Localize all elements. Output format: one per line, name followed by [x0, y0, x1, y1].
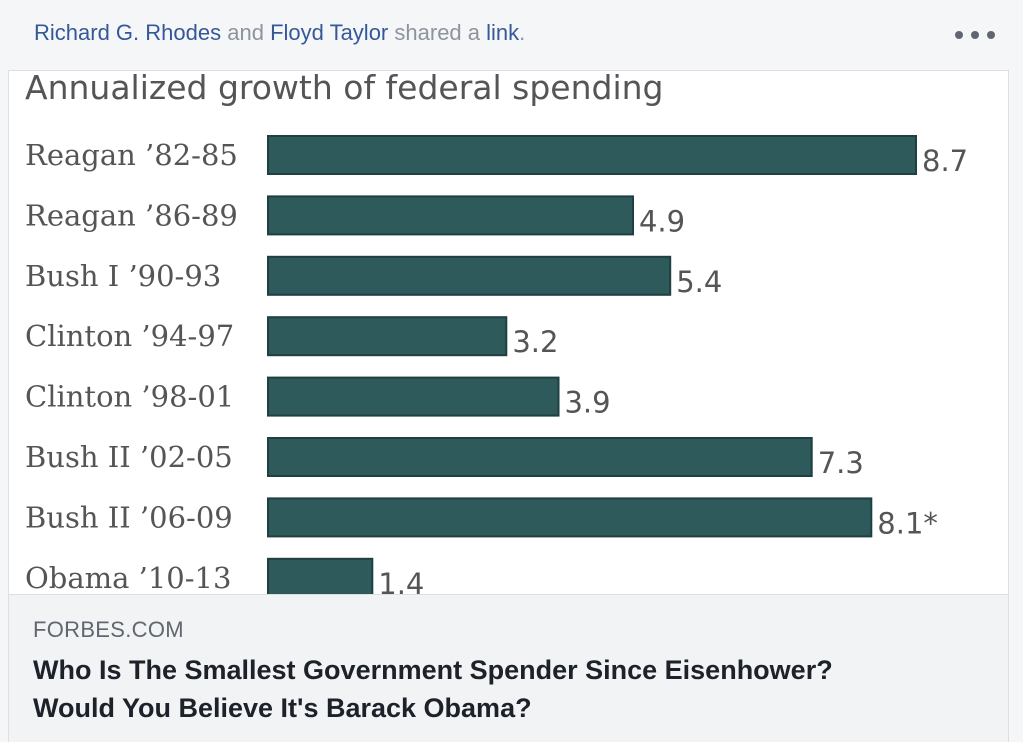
bar — [267, 316, 508, 357]
category-label: Obama ’10-13 — [25, 561, 231, 594]
post-attribution: Richard G. Rhodes and Floyd Taylor share… — [34, 20, 525, 46]
value-label: 3.9 — [564, 386, 610, 420]
category-label: Reagan ’82-85 — [25, 138, 238, 172]
category-label: Clinton ’98-01 — [25, 380, 234, 414]
spending-growth-chart: Annualized growth of federal spending Re… — [25, 71, 968, 594]
bar — [267, 376, 560, 417]
category-label: Bush II ’06-09 — [25, 500, 233, 534]
bar — [267, 437, 813, 477]
value-label: 8.1* — [877, 506, 938, 540]
shared-object-link[interactable]: link — [486, 20, 520, 45]
headline-line-1: Who Is The Smallest Government Spender S… — [33, 655, 833, 685]
more-dot — [987, 31, 995, 39]
post-header: Richard G. Rhodes and Floyd Taylor share… — [0, 0, 1023, 70]
link-preview-card[interactable]: Annualized growth of federal spending Re… — [8, 70, 1009, 742]
category-label: Bush II ’02-05 — [25, 440, 233, 474]
bar — [267, 497, 873, 538]
bar — [267, 255, 672, 296]
bar — [267, 195, 634, 236]
chart-marks: Reagan ’82-85 8.7 Reagan ’86-89 4.9 Bush I ’… — [25, 135, 968, 594]
more-dot — [955, 31, 963, 39]
category-label: Reagan ’86-89 — [25, 198, 238, 232]
category-label: Bush I ’90-93 — [25, 259, 221, 293]
value-label: 3.2 — [512, 325, 558, 359]
headline-line-2: Would You Believe It's Barack Obama? — [33, 693, 532, 723]
chart-title: Annualized growth of federal spending — [25, 71, 664, 107]
more-options-icon[interactable] — [955, 22, 995, 48]
bar — [267, 557, 374, 594]
value-label: 8.7 — [922, 144, 968, 178]
actor-link-floyd[interactable]: Floyd Taylor — [270, 20, 389, 45]
category-label: Clinton ’94-97 — [25, 319, 234, 353]
attribution-period: . — [519, 20, 526, 45]
connector-text: and — [227, 20, 264, 45]
link-headline[interactable]: Who Is The Smallest Government Spender S… — [33, 651, 983, 727]
action-text: shared a — [394, 20, 481, 45]
value-label: 5.4 — [676, 265, 722, 299]
link-preview-image[interactable]: Annualized growth of federal spending Re… — [9, 71, 1008, 594]
more-dot — [971, 31, 979, 39]
link-domain: FORBES.COM — [33, 617, 184, 642]
value-label: 7.3 — [818, 446, 864, 480]
bar — [267, 135, 917, 175]
value-label: 1.4 — [378, 567, 424, 594]
link-caption[interactable]: FORBES.COM Who Is The Smallest Governmen… — [9, 594, 1008, 742]
value-label: 4.9 — [639, 204, 685, 238]
actor-link-richard[interactable]: Richard G. Rhodes — [34, 20, 222, 45]
